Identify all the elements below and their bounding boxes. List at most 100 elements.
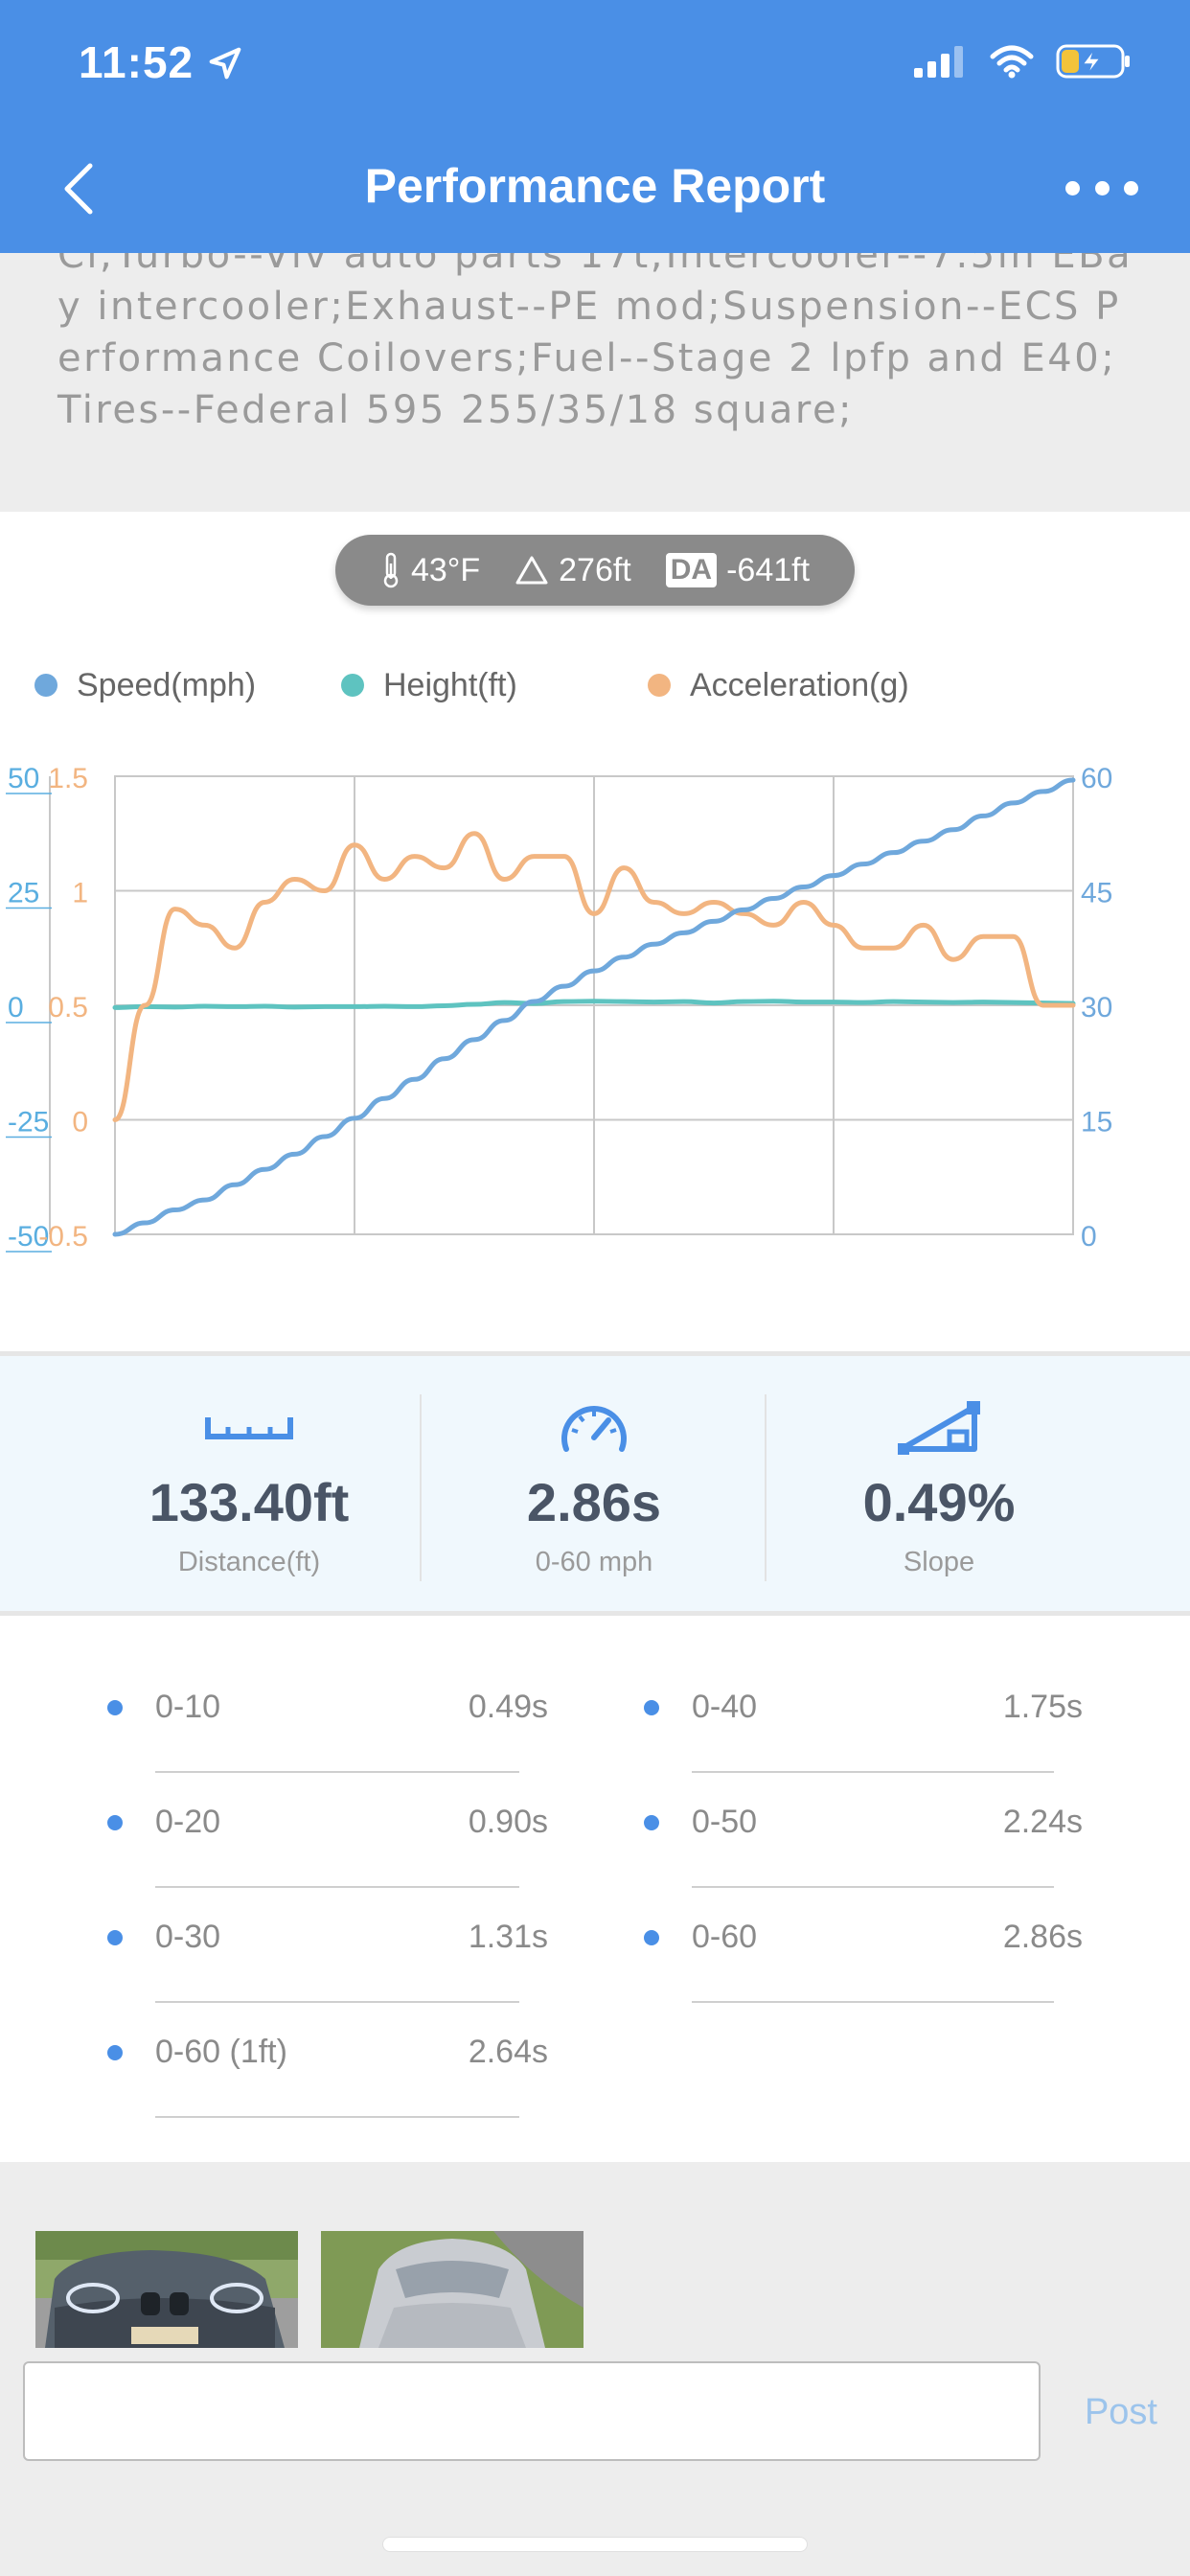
wifi-icon — [990, 45, 1034, 79]
split-time: 1.75s — [1002, 1689, 1083, 1725]
zero-sixty-stat: 2.86s 0-60 mph — [402, 1394, 786, 1578]
vehicle-mods-section: Cl;Turbo--Viv auto parts 17t;Intercooler… — [0, 253, 1190, 512]
slope-icon-wrap — [747, 1394, 1131, 1461]
slope-value: 0.49% — [862, 1472, 1016, 1532]
height-axis-tick-label: 0 — [8, 992, 24, 1024]
height-axis-tick-label: -25 — [8, 1107, 49, 1138]
legend-height: Height(ft) — [341, 667, 517, 704]
bullet-icon — [107, 2045, 123, 2060]
split-row: 0-50 2.24s — [644, 1773, 1083, 1888]
cellular-signal-icon — [914, 46, 963, 78]
mountain-icon — [515, 556, 548, 585]
bullet-icon — [107, 1700, 123, 1715]
density-altitude-item: DA -641ft — [665, 551, 811, 589]
home-indicator[interactable] — [382, 2537, 808, 2552]
slope-label: Slope — [903, 1547, 975, 1577]
environment-badge: 43°F 276ft DA -641ft — [335, 535, 855, 606]
split-label: 0-60 (1ft) — [155, 2034, 287, 2070]
vehicle-mods-text: Cl;Turbo--Viv auto parts 17t;Intercooler… — [57, 253, 1133, 432]
more-options-button[interactable] — [1065, 169, 1138, 207]
split-time: 2.24s — [1002, 1804, 1083, 1840]
speedometer-icon — [561, 1406, 627, 1452]
divider — [155, 1771, 519, 1773]
performance-chart: 50 25 0 -25 -50 1.5 1 0.5 0 -0.5 60 45 30 15 0 — [6, 763, 1112, 1253]
density-altitude-label: DA — [665, 553, 718, 587]
split-time: 2.64s — [468, 2034, 548, 2070]
split-label: 0-60 — [692, 1919, 758, 1955]
more-dot-icon — [1094, 180, 1110, 196]
divider — [155, 2116, 519, 2118]
stats-panel: 133.40ft Distance(ft) 2.86s 0-60 mph — [0, 1351, 1190, 1616]
speed-axis-tick-label: 60 — [1081, 763, 1112, 794]
ruler-icon — [205, 1417, 293, 1439]
post-button[interactable]: Post — [1084, 2392, 1157, 2432]
legend-height-label: Height(ft) — [383, 666, 517, 703]
comment-input[interactable] — [23, 2361, 1041, 2461]
divider — [692, 1886, 1054, 1888]
distance-label: Distance(ft) — [177, 1547, 321, 1577]
distance-value: 133.40ft — [149, 1472, 350, 1532]
temperature-item: 43°F — [380, 552, 480, 589]
height-axis-tick-label: -50 — [8, 1221, 49, 1253]
battery-charging-icon — [1056, 44, 1130, 79]
split-time: 0.90s — [468, 1804, 548, 1840]
slope-icon — [898, 1401, 980, 1455]
split-label: 0-10 — [155, 1689, 221, 1725]
legend-speed-swatch — [34, 674, 57, 697]
status-time: 11:52 — [79, 36, 243, 88]
app-header: 11:52 Performance Report — [0, 0, 1190, 253]
speed-axis-tick-label: 15 — [1081, 1107, 1112, 1138]
split-time: 0.49s — [468, 1689, 548, 1725]
zero-sixty-value: 2.86s — [526, 1472, 662, 1532]
altitude-value: 276ft — [559, 551, 631, 588]
split-row: 0-20 0.90s — [107, 1773, 548, 1888]
legend-acceleration-label: Acceleration(g) — [690, 666, 909, 703]
thermometer-icon — [383, 552, 399, 588]
acceleration-axis-tick-label: 0 — [72, 1107, 88, 1138]
density-altitude-value: -641ft — [726, 551, 811, 588]
zero-sixty-label: 0-60 mph — [535, 1547, 653, 1577]
speed-axis-tick-label: 0 — [1081, 1221, 1097, 1253]
divider — [692, 2001, 1054, 2003]
legend-speed: Speed(mph) — [34, 667, 256, 704]
split-label: 0-30 — [155, 1919, 221, 1955]
more-dot-icon — [1124, 180, 1138, 196]
legend-acceleration: Acceleration(g) — [648, 667, 909, 704]
car-photo-thumbnail[interactable] — [321, 2231, 584, 2348]
chart-legend: Speed(mph) Height(ft) Acceleration(g) — [34, 661, 1136, 709]
back-button[interactable] — [52, 157, 105, 220]
acceleration-axis-tick-label: -0.5 — [38, 1221, 88, 1253]
legend-height-swatch — [341, 674, 364, 697]
split-label: 0-20 — [155, 1804, 221, 1840]
slope-stat: 0.49% Slope — [747, 1394, 1131, 1578]
temperature-value: 43°F — [410, 551, 481, 588]
divider — [155, 2001, 519, 2003]
acceleration-axis-tick-label: 1 — [72, 878, 88, 909]
height-axis-tick-label: 50 — [8, 763, 39, 794]
more-dot-icon — [1065, 180, 1080, 196]
bullet-icon — [644, 1930, 659, 1945]
split-label: 0-40 — [692, 1689, 758, 1725]
split-label: 0-50 — [692, 1804, 758, 1840]
speed-series-line — [112, 777, 1076, 1237]
legend-acceleration-swatch — [648, 674, 671, 697]
car-photo-thumbnail[interactable] — [35, 2231, 298, 2348]
split-time: 1.31s — [468, 1919, 548, 1955]
distance-stat: 133.40ft Distance(ft) — [57, 1394, 441, 1578]
car-top-photo — [321, 2231, 584, 2348]
split-row: 0-60 (1ft) 2.64s — [107, 2003, 548, 2118]
bullet-icon — [107, 1815, 123, 1830]
stat-divider — [765, 1394, 767, 1581]
split-row: 0-60 2.86s — [644, 1888, 1083, 2003]
location-arrow-icon — [209, 47, 241, 80]
split-time: 2.86s — [1002, 1919, 1083, 1955]
speed-axis-tick-label: 45 — [1081, 878, 1112, 909]
car-front-photo — [35, 2231, 298, 2348]
bullet-icon — [644, 1815, 659, 1830]
status-icons — [912, 42, 1133, 80]
height-series-line — [112, 999, 1076, 1010]
split-row: 0-40 1.75s — [644, 1658, 1083, 1773]
acceleration-axis-tick-label: 0.5 — [48, 992, 88, 1024]
distance-icon-wrap — [57, 1394, 441, 1461]
altitude-item: 276ft — [515, 552, 631, 589]
